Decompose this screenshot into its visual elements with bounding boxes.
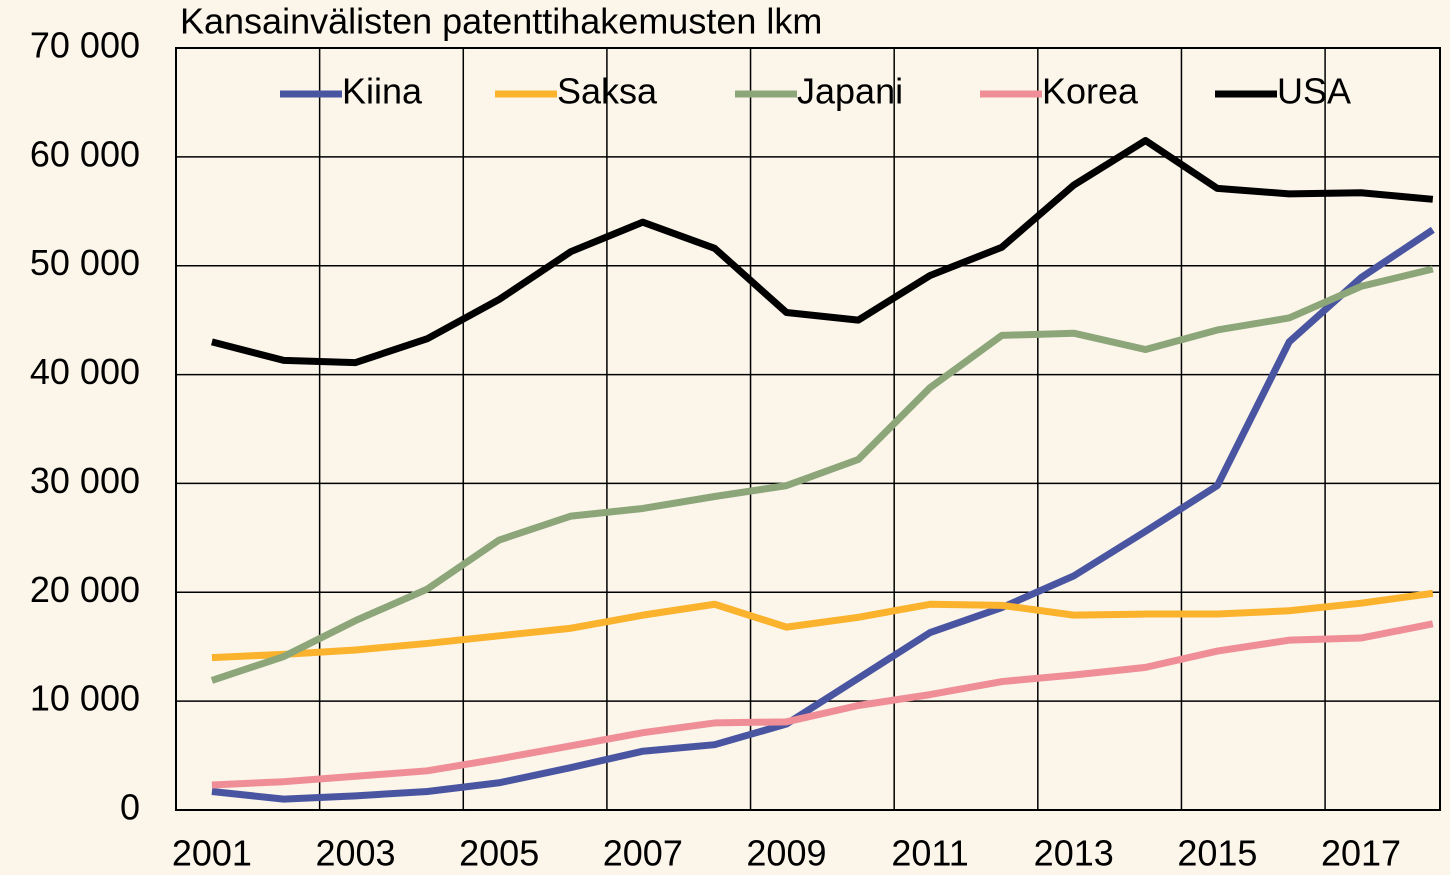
chart-title: Kansainvälisten patenttihakemusten lkm <box>180 1 822 42</box>
y-tick-label: 10 000 <box>30 678 140 719</box>
y-tick-label: 20 000 <box>30 569 140 610</box>
y-tick-label: 30 000 <box>30 460 140 501</box>
y-tick-label: 70 000 <box>30 25 140 66</box>
legend-label: Kiina <box>342 71 423 112</box>
y-tick-label: 0 <box>120 787 140 828</box>
series-line <box>211 137 1434 367</box>
legend-label: USA <box>1277 71 1351 112</box>
x-tick-label: 2011 <box>891 833 968 874</box>
y-tick-label: 40 000 <box>30 351 140 392</box>
series-line <box>211 226 1435 803</box>
x-tick-label: 2017 <box>1321 833 1401 874</box>
series-line <box>211 589 1434 662</box>
legend-label: Japani <box>797 71 903 112</box>
series-line <box>211 620 1434 789</box>
x-tick-label: 2005 <box>459 833 539 874</box>
x-tick-label: 2001 <box>172 833 252 874</box>
legend-label: Saksa <box>557 71 658 112</box>
legend-label: Korea <box>1042 71 1139 112</box>
x-tick-label: 2003 <box>315 833 395 874</box>
plot-border <box>175 47 1441 811</box>
series-line <box>210 265 1434 684</box>
x-tick-label: 2009 <box>746 833 826 874</box>
y-tick-label: 60 000 <box>30 133 140 174</box>
x-tick-label: 2015 <box>1177 833 1257 874</box>
x-tick-label: 2007 <box>603 833 683 874</box>
x-tick-label: 2013 <box>1034 833 1114 874</box>
y-tick-label: 50 000 <box>30 242 140 283</box>
